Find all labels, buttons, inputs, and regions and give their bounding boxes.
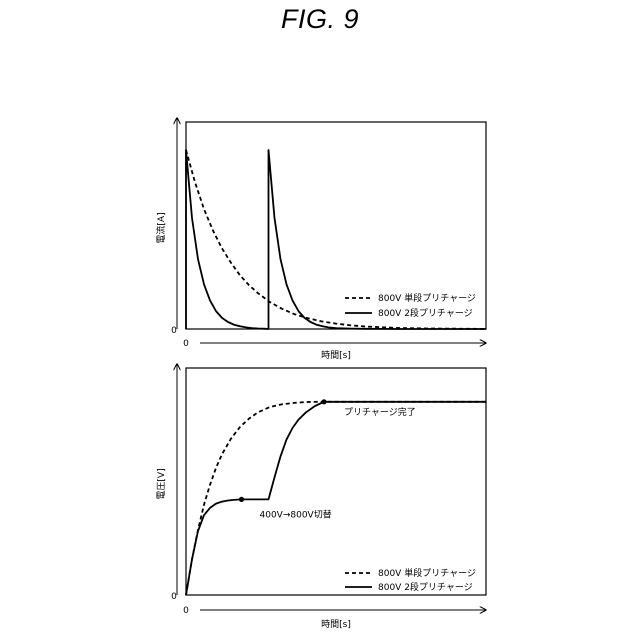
voltage-y-origin-label: 0	[171, 592, 177, 602]
current-y-origin-label: 0	[171, 326, 177, 336]
voltage-chart: 0 0 時間[s] 電圧[V] 400V→800V切替 プリチャージ完了 800…	[156, 364, 486, 630]
voltage-legend: 800V 単段プリチャージ 800V 2段プリチャージ	[345, 567, 476, 593]
current-legend-label-single: 800V 単段プリチャージ	[378, 292, 476, 304]
voltage-series-group	[186, 402, 486, 595]
voltage-legend-label-single: 800V 単段プリチャージ	[378, 567, 476, 579]
switch-point-marker	[239, 497, 244, 502]
voltage-series-line-single-stage	[186, 402, 486, 595]
precharge-complete-marker	[321, 399, 326, 404]
current-y-axis-label: 電流[A]	[155, 212, 167, 243]
current-legend-label-two-stage: 800V 2段プリチャージ	[378, 307, 473, 319]
voltage-series-line-two-stage	[186, 402, 486, 595]
switch-annotation: 400V→800V切替	[260, 509, 332, 521]
voltage-annotations: 400V→800V切替 プリチャージ完了	[239, 399, 416, 520]
current-legend: 800V 単段プリチャージ 800V 2段プリチャージ	[345, 292, 476, 319]
current-x-origin-label: 0	[183, 339, 189, 349]
voltage-y-axis-label: 電圧[V]	[156, 468, 167, 499]
voltage-x-axis-label: 時間[s]	[321, 619, 351, 630]
precharge-complete-annotation: プリチャージ完了	[344, 406, 416, 418]
voltage-legend-label-two-stage: 800V 2段プリチャージ	[378, 581, 473, 593]
current-x-axis-label: 時間[s]	[321, 350, 351, 361]
current-chart: 0 0 時間[s] 電流[A] 800V 単段プリチャージ 800V 2段プリチ…	[155, 118, 486, 361]
voltage-x-origin-label: 0	[183, 606, 189, 616]
